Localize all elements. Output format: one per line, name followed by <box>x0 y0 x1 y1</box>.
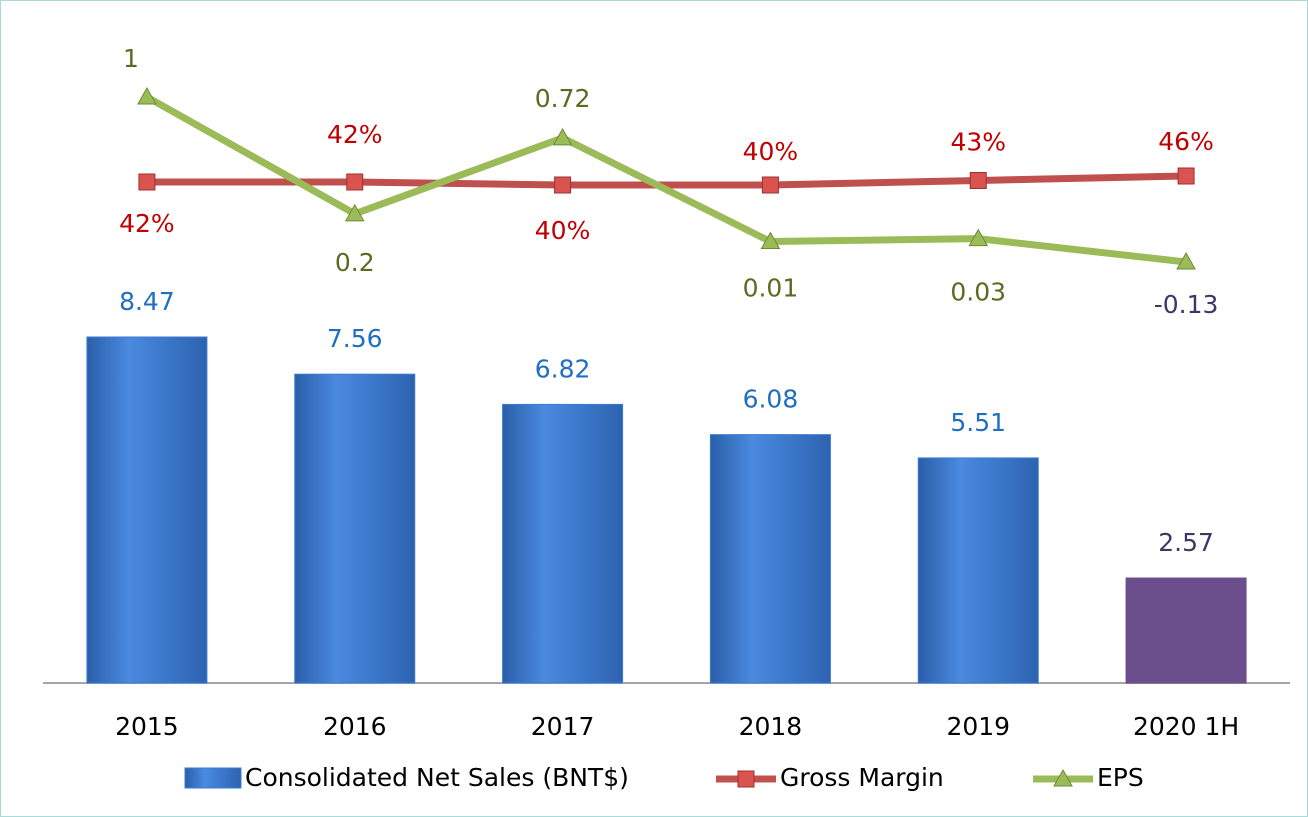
bar <box>86 336 208 684</box>
line-value-label: 40% <box>535 216 591 245</box>
bar <box>294 373 416 684</box>
line-value-label: 40% <box>743 137 799 166</box>
line-value-label: 0.2 <box>335 248 375 277</box>
line-value-label: 42% <box>119 209 175 238</box>
marker <box>554 176 572 194</box>
marker <box>760 231 781 250</box>
x-tick-label: 2016 <box>323 712 387 741</box>
line-value-label: 42% <box>327 120 383 149</box>
line-value-label: 0.01 <box>743 274 799 303</box>
bar <box>917 457 1039 684</box>
line-value-label: 0.03 <box>950 278 1006 307</box>
legend-swatch <box>1053 768 1073 787</box>
bar <box>709 434 831 684</box>
legend-swatch <box>737 770 755 788</box>
marker <box>552 127 573 146</box>
line <box>145 93 1187 266</box>
marker <box>969 172 987 189</box>
bar-value-label: 7.56 <box>327 324 383 353</box>
line <box>146 172 1187 189</box>
line-value-label: -0.13 <box>1154 290 1219 319</box>
line-value-label: 1 <box>123 44 139 73</box>
line-value-label: 43% <box>950 128 1006 157</box>
marker <box>761 176 779 194</box>
x-tick-label: 2019 <box>946 712 1010 741</box>
line-value-label: 46% <box>1158 127 1214 156</box>
x-tick-label: 2020 1H <box>1133 712 1239 741</box>
legend-swatch <box>184 767 242 789</box>
bar-value-label: 6.82 <box>535 354 591 383</box>
x-tick-label: 2018 <box>739 712 803 741</box>
marker <box>346 173 364 191</box>
bar-value-label: 2.57 <box>1158 528 1214 557</box>
bar-value-label: 6.08 <box>743 385 799 414</box>
legend-label: Gross Margin <box>780 763 944 792</box>
legend-label: Consolidated Net Sales (BNT$) <box>245 763 629 792</box>
marker <box>137 86 157 105</box>
bar-value-label: 5.51 <box>950 408 1006 437</box>
marker <box>1176 251 1196 270</box>
x-tick-label: 2017 <box>531 712 595 741</box>
marker <box>138 173 156 191</box>
line-value-label: 0.72 <box>535 84 591 113</box>
bar <box>1125 577 1247 684</box>
marker <box>1177 167 1195 185</box>
marker <box>968 228 989 247</box>
bar-value-label: 8.47 <box>119 287 175 316</box>
bar <box>502 403 624 684</box>
x-tick-label: 2015 <box>115 712 179 741</box>
legend-label: EPS <box>1097 763 1144 792</box>
marker <box>344 203 365 222</box>
